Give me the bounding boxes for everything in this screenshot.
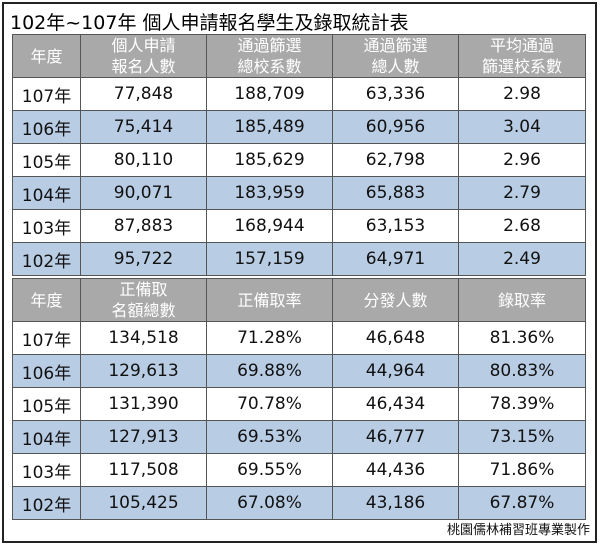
table-cell: 185,629 (206, 143, 333, 177)
table-header-row: 年度 個人申請 報名人數 通過篩選 總校系數 通過篩選 總人數 平均通過 篩選校系數 (12, 34, 586, 78)
table-cell: 69.55% (206, 453, 333, 487)
year-cell: 102年 (12, 242, 81, 276)
table-cell: 168,944 (206, 209, 333, 243)
table-cell: 44,964 (332, 354, 459, 388)
column-header: 年度 (12, 278, 81, 322)
table-cell: 185,489 (206, 110, 333, 144)
year-cell: 107年 (12, 321, 81, 355)
table-cell: 183,959 (206, 176, 333, 210)
table-row: 107年 77,848 188,709 63,336 2.98 (12, 77, 586, 111)
table-cell: 46,648 (332, 321, 459, 355)
table-cell: 157,159 (206, 242, 333, 276)
table-cell: 78.39% (458, 387, 586, 421)
table-row: 102年 105,425 67.08% 43,186 67.87% (12, 486, 586, 520)
table-cell: 65,883 (332, 176, 459, 210)
table-row: 105年 80,110 185,629 62,798 2.96 (12, 143, 586, 177)
column-header: 年度 (12, 34, 81, 78)
year-cell: 103年 (12, 453, 81, 487)
page-title: 102年~107年 個人申請報名學生及錄取統計表 (10, 12, 409, 34)
table-cell: 67.08% (206, 486, 333, 520)
table-cell: 3.04 (458, 110, 586, 144)
year-cell: 105年 (12, 143, 81, 177)
table-row: 107年 134,518 71.28% 46,648 81.36% (12, 321, 586, 355)
year-cell: 105年 (12, 387, 81, 421)
table-cell: 117,508 (80, 453, 207, 487)
application-statistics-table: 年度 個人申請 報名人數 通過篩選 總校系數 通過篩選 總人數 平均通過 篩選校系數 1… (12, 34, 586, 276)
table-row: 106年 129,613 69.88% 44,964 80.83% (12, 354, 586, 388)
table-cell: 2.68 (458, 209, 586, 243)
table-cell: 67.87% (458, 486, 586, 520)
table-row: 105年 131,390 70.78% 46,434 78.39% (12, 387, 586, 421)
year-cell: 107年 (12, 77, 81, 111)
table-cell: 62,798 (332, 143, 459, 177)
table-cell: 46,777 (332, 420, 459, 454)
year-cell: 104年 (12, 420, 81, 454)
year-cell: 103年 (12, 209, 81, 243)
year-cell: 104年 (12, 176, 81, 210)
table-cell: 71.28% (206, 321, 333, 355)
table-cell: 95,722 (80, 242, 207, 276)
column-header: 通過篩選 總校系數 (206, 34, 333, 78)
table-cell: 134,518 (80, 321, 207, 355)
table-cell: 188,709 (206, 77, 333, 111)
table-cell: 73.15% (458, 420, 586, 454)
table-cell: 46,434 (332, 387, 459, 421)
table-row: 104年 90,071 183,959 65,883 2.79 (12, 176, 586, 210)
table-cell: 81.36% (458, 321, 586, 355)
table-cell: 75,414 (80, 110, 207, 144)
table-row: 103年 87,883 168,944 63,153 2.68 (12, 209, 586, 243)
column-header: 正備取 名額總數 (80, 278, 207, 322)
table-cell: 87,883 (80, 209, 207, 243)
table-row: 106年 75,414 185,489 60,956 3.04 (12, 110, 586, 144)
table-row: 104年 127,913 69.53% 46,777 73.15% (12, 420, 586, 454)
year-cell: 106年 (12, 110, 81, 144)
column-header: 平均通過 篩選校系數 (458, 34, 586, 78)
table-cell: 2.79 (458, 176, 586, 210)
table-cell: 70.78% (206, 387, 333, 421)
table-cell: 2.98 (458, 77, 586, 111)
column-header: 個人申請 報名人數 (80, 34, 207, 78)
table-cell: 64,971 (332, 242, 459, 276)
table-cell: 80,110 (80, 143, 207, 177)
year-cell: 102年 (12, 486, 81, 520)
table-cell: 44,436 (332, 453, 459, 487)
table-cell: 2.96 (458, 143, 586, 177)
admission-statistics-table: 年度 正備取 名額總數 正備取率 分發人數 錄取率 107年 134,518 71… (12, 278, 586, 520)
table-cell: 131,390 (80, 387, 207, 421)
table-row: 103年 117,508 69.55% 44,436 71.86% (12, 453, 586, 487)
year-cell: 106年 (12, 354, 81, 388)
column-header: 分發人數 (332, 278, 459, 322)
table-cell: 71.86% (458, 453, 586, 487)
table-cell: 127,913 (80, 420, 207, 454)
table-cell: 105,425 (80, 486, 207, 520)
table-cell: 69.88% (206, 354, 333, 388)
table-cell: 90,071 (80, 176, 207, 210)
column-header: 正備取率 (206, 278, 333, 322)
table-cell: 80.83% (458, 354, 586, 388)
table-cell: 77,848 (80, 77, 207, 111)
table-cell: 60,956 (332, 110, 459, 144)
table-row: 102年 95,722 157,159 64,971 2.49 (12, 242, 586, 276)
table-cell: 129,613 (80, 354, 207, 388)
table-cell: 63,153 (332, 209, 459, 243)
table-cell: 43,186 (332, 486, 459, 520)
credit-footer: 桃園儒林補習班專業製作 (446, 523, 590, 538)
table-header-row: 年度 正備取 名額總數 正備取率 分發人數 錄取率 (12, 278, 586, 322)
column-header: 通過篩選 總人數 (332, 34, 459, 78)
table-cell: 2.49 (458, 242, 586, 276)
table-cell: 69.53% (206, 420, 333, 454)
table-cell: 63,336 (332, 77, 459, 111)
column-header: 錄取率 (458, 278, 586, 322)
